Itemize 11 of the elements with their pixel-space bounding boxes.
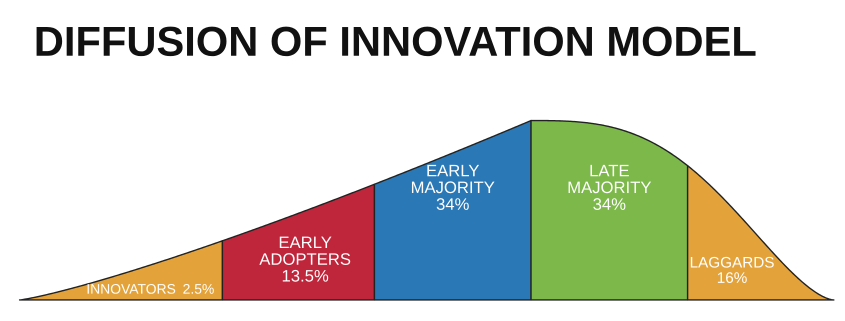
text: DIFFUSION OF INNOVATION MODEL (36, 26, 756, 56)
category-label: EARLY ADOPTERS (259, 236, 350, 265)
category-label: EARLY MAJORITY (412, 164, 494, 194)
data-label: 34% (593, 198, 626, 210)
category-label: LATE MAJORITY (568, 164, 652, 194)
data-label: 13.5% (282, 270, 328, 282)
category-label: INNOVATORS (88, 284, 176, 294)
data-label: 2.5% (183, 284, 214, 294)
data-label: 16% (718, 272, 747, 284)
data-label: 34% (436, 198, 469, 210)
category-label: LAGGARDS (690, 256, 774, 268)
